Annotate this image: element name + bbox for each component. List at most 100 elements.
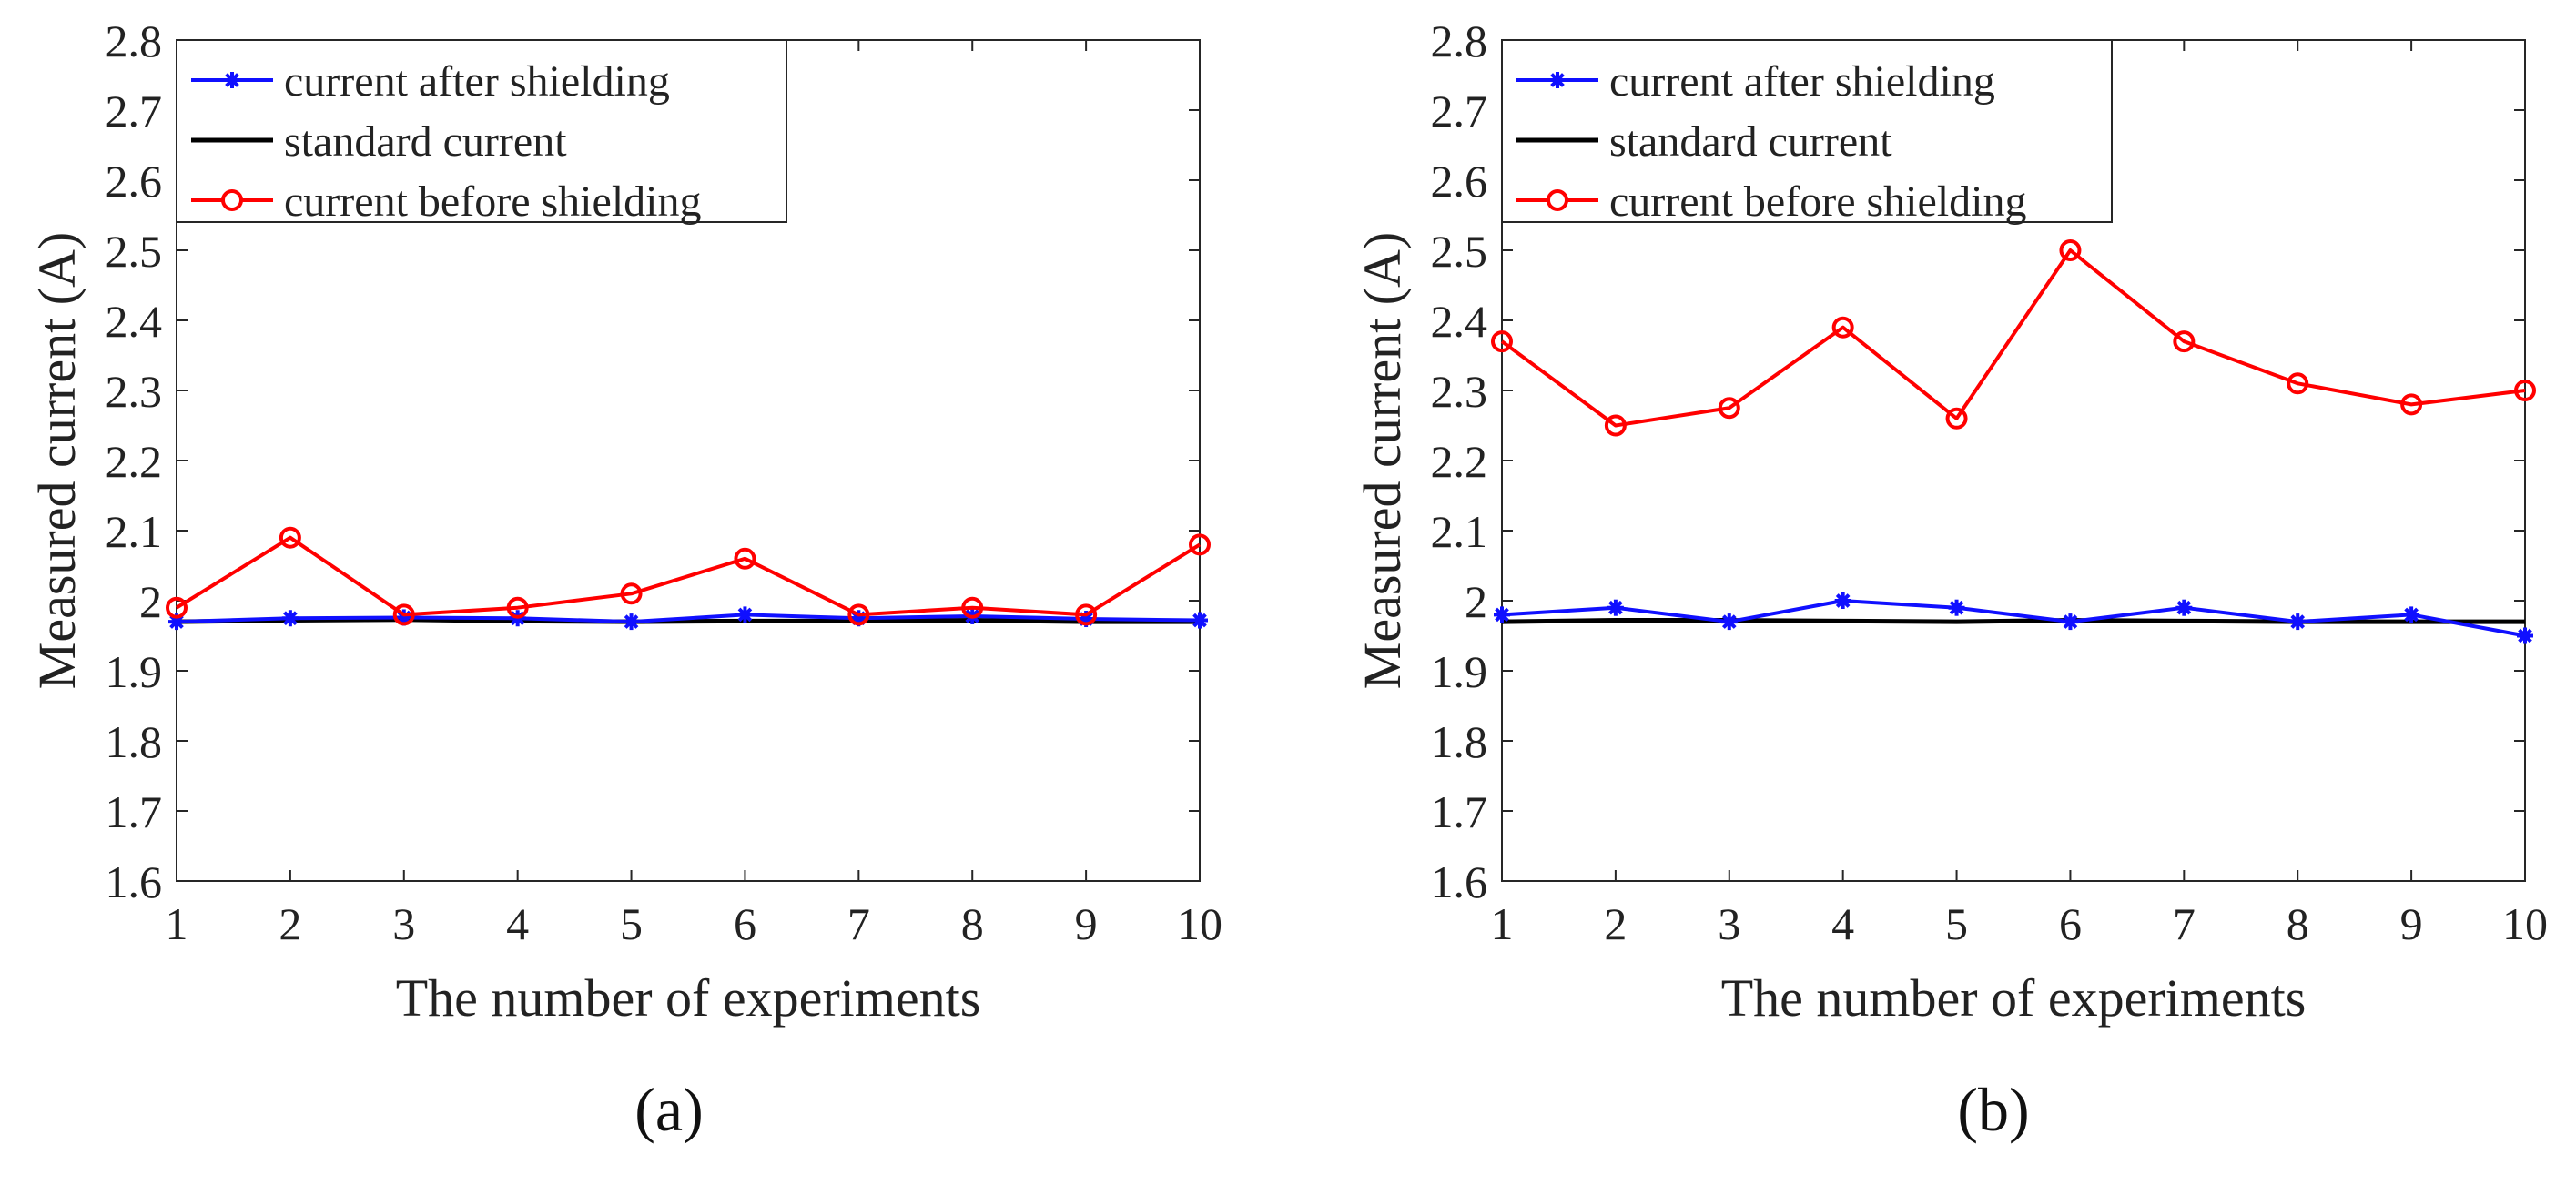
chart-panel-b: 1.6 1.7 1.8 1.9 2 2.1 2.2 2.3 2.4 2.5 2.6 2.7 2.8 1 2 3… [1325,0,2576,1079]
data-point-before [961,596,984,619]
data-point-before [620,582,643,605]
y-tick-label: 2.4 [1431,296,1488,347]
x-tick-label: 4 [1831,898,1854,949]
x-tick-label: 5 [1945,898,1968,949]
data-point-after [736,606,754,623]
series-line-standard [176,617,1200,624]
x-tick-label: 7 [847,898,870,949]
y-tick-label: 2.2 [106,436,163,487]
data-point-after [1834,592,1851,609]
data-point-after [623,613,640,631]
data-point-after [281,610,299,627]
data-point-before [1491,330,1513,353]
x-axis-label: The number of experiments [1721,968,2307,1028]
x-tick-label: 8 [961,898,984,949]
series-line-after [1501,599,2526,638]
data-point-after [2289,613,2307,631]
y-tick-label: 1.6 [106,856,163,907]
chart-b: 1.6 1.7 1.8 1.9 2 2.1 2.2 2.3 2.4 2.5 2.6 2.7 2.8 1 2 3… [1353,15,2548,1028]
x-tick-label: 9 [1075,898,1098,949]
chart-a: 1.6 1.7 1.8 1.9 2 2.1 2.2 2.3 2.4 2.5 2.6 2.7 2.8 1 2 3… [27,15,1222,1028]
series-line-standard [1501,618,2525,624]
data-point-before [2173,330,2196,353]
legend-marker-after [224,72,240,88]
y-tick-label: 2.7 [1431,86,1488,137]
legend-box [1501,39,2113,223]
x-tick-label: 8 [2287,898,2309,949]
y-tick-label: 2.6 [1431,156,1488,207]
y-axis-label: Measured current (A) [1353,232,1412,689]
data-point-after [2403,606,2420,623]
data-point-before [1718,397,1740,420]
legend-label-before: current before shielding [284,177,701,226]
legend-marker-after [1549,72,1566,88]
x-tick-label: 2 [1604,898,1627,949]
y-tick-label: 1.7 [1431,786,1488,837]
data-point-before [2514,380,2536,401]
y-tick-label: 2 [1465,576,1487,627]
legend-box [176,39,787,223]
x-tick-label: 3 [392,898,415,949]
series-line-before [1500,248,2526,428]
y-tick-label: 1.8 [1431,716,1488,767]
x-tick-label: 2 [279,898,301,949]
x-axis-label: The number of experiments [396,968,981,1028]
legend-label-after: current after shielding [1609,57,1995,106]
y-axis-label: Measured current (A) [27,232,86,689]
data-point-after [1494,606,1510,623]
legend-label-before: current before shielding [1609,177,2026,226]
data-point-before [1604,414,1627,437]
data-point-before [1075,603,1098,626]
caption-a: (a) [634,1075,704,1144]
x-tick-label: 3 [1718,898,1740,949]
legend-marker-before [221,189,243,211]
data-point-before [2059,239,2082,261]
data-point-after [2175,599,2193,616]
data-point-after [1192,612,1208,629]
data-point-before [847,603,870,626]
y-tick-label: 1.9 [1431,646,1488,697]
data-point-before [2400,393,2423,416]
y-tick-label: 2.1 [1431,506,1488,557]
x-tick-label: 10 [2502,898,2548,949]
data-point-before [166,596,188,619]
legend-label-after: current after shielding [284,57,670,106]
data-point-after [1720,613,1738,631]
x-tick-label: 4 [506,898,529,949]
y-tick-label: 1.7 [106,786,163,837]
legend-label-standard: standard current [1609,117,1892,166]
series-line-after [176,613,1201,624]
x-tick-label: 6 [2059,898,2082,949]
y-tick-label: 2.2 [1431,436,1488,487]
data-point-after [2517,627,2533,644]
data-point-before [279,526,301,549]
data-point-after [1948,599,1965,616]
y-tick-label: 2.1 [106,506,163,557]
caption-b: (b) [1957,1075,2030,1144]
y-tick-label: 2.4 [106,296,163,347]
y-tick-label: 2.3 [106,366,163,417]
y-tick-label: 2.8 [1431,15,1488,66]
y-tick-label: 2.5 [106,226,163,277]
legend-label-standard: standard current [284,117,567,166]
x-tick-label: 5 [620,898,643,949]
data-point-before [734,547,756,570]
y-tick-label: 1.8 [106,716,163,767]
y-tick-label: 1.6 [1431,856,1488,907]
x-tick-label: 7 [2173,898,2196,949]
data-point-before [1945,407,1968,430]
data-point-before [392,603,415,626]
x-tick-label: 6 [734,898,756,949]
y-tick-label: 2.5 [1431,226,1488,277]
x-tick-label: 10 [1177,898,1222,949]
chart-panel-a: 1.6 1.7 1.8 1.9 2 2.1 2.2 2.3 2.4 2.5 2.6 2.7 2.8 1 2 3… [0,0,1251,1079]
data-point-before [1189,533,1211,556]
y-tick-label: 2.6 [106,156,163,207]
y-tick-label: 1.9 [106,646,163,697]
data-point-before [506,596,529,619]
series-line-before [175,535,1202,617]
y-tick-label: 2.3 [1431,366,1488,417]
data-point-before [1831,316,1854,339]
x-tick-label: 1 [1491,898,1514,949]
y-tick-label: 2 [139,576,162,627]
